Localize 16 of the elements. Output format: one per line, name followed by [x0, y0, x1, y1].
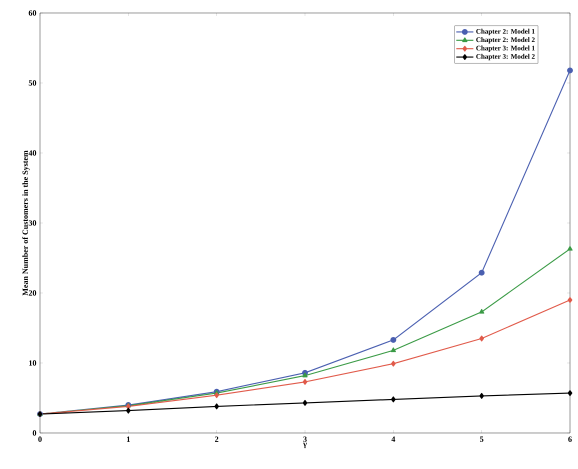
x-tick-label: 0 — [38, 436, 42, 442]
x-tick-label: 6 — [568, 436, 572, 442]
x-tick-label: 2 — [215, 436, 218, 442]
x-axis-title: γ — [303, 442, 307, 448]
y-tick-label: 30 — [28, 220, 36, 226]
x-tick-label: 1 — [126, 436, 130, 442]
y-tick-label: 20 — [28, 290, 36, 296]
y-axis-title: Mean Number of Customers in the System — [22, 150, 30, 296]
x-tick-label: 5 — [480, 436, 484, 442]
y-tick-label: 0 — [32, 430, 36, 436]
x-tick-label: 3 — [303, 436, 307, 442]
y-tick-label: 60 — [28, 10, 36, 16]
y-tick-label: 10 — [29, 360, 36, 366]
y-tick-label: 50 — [28, 80, 36, 86]
x-tick-label: 4 — [391, 436, 396, 442]
y-tick-label: 40 — [28, 150, 36, 156]
